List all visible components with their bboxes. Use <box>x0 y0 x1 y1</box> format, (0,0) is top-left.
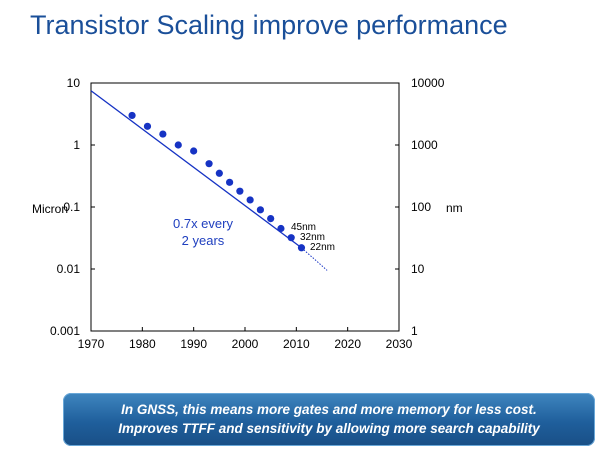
slide-title: Transistor Scaling improve performance <box>30 10 508 40</box>
y2-axis-label: nm <box>446 201 463 215</box>
data-point <box>174 141 182 149</box>
x-tick-label: 2020 <box>334 337 361 351</box>
callout-line-2: Improves TTFF and sensitivity by allowin… <box>118 421 540 436</box>
y-tick-label: 0.1 <box>63 200 80 214</box>
plot-frame <box>90 82 400 332</box>
rate-annotation-line2: 2 years <box>182 233 225 248</box>
data-point <box>246 196 254 204</box>
x-tick-label: 2030 <box>386 337 413 351</box>
data-point <box>256 206 264 214</box>
node-label-45nm: 45nm <box>291 222 316 233</box>
y-tick-label: 10 <box>67 76 81 90</box>
data-point <box>236 187 244 195</box>
x-tick-label: 1990 <box>180 337 207 351</box>
data-point <box>297 244 306 252</box>
y-axis-label: Micron <box>32 202 68 216</box>
callout-line-1: In GNSS, this means more gates and more … <box>121 402 537 417</box>
scaling-chart: 1970 1980 1990 2000 2010 2020 2030 10 1 0.1 0.01 0… <box>32 76 463 351</box>
summary-callout: In GNSS, this means more gates and more … <box>63 393 595 446</box>
x-tick-label: 1970 <box>78 337 105 351</box>
y2-tick-label: 10000 <box>411 76 445 90</box>
y2-tick-label: 1 <box>411 324 418 338</box>
data-point <box>215 169 223 177</box>
data-point <box>267 214 275 223</box>
y-tick-label: 1 <box>73 138 80 152</box>
data-point <box>143 122 152 130</box>
rate-annotation-line1: 0.7x every <box>173 216 233 231</box>
y-tick-label: 0.01 <box>57 262 81 276</box>
data-point <box>159 130 167 138</box>
x-tick-label: 1980 <box>129 337 156 351</box>
y2-tick-label: 100 <box>411 200 431 214</box>
data-point <box>190 147 198 155</box>
node-label-32nm: 32nm <box>300 232 325 243</box>
y-tick-label: 0.001 <box>50 324 80 338</box>
data-point <box>277 224 285 233</box>
data-point <box>128 111 136 120</box>
x-tick-label: 2010 <box>283 337 310 351</box>
x-tick-label: 2000 <box>232 337 259 351</box>
y2-tick-label: 10 <box>411 262 425 276</box>
data-point <box>205 160 213 168</box>
node-label-22nm: 22nm <box>310 242 335 253</box>
trend-line <box>90 90 302 249</box>
data-point <box>226 178 234 186</box>
data-point <box>287 234 295 242</box>
y2-tick-label: 1000 <box>411 138 438 152</box>
